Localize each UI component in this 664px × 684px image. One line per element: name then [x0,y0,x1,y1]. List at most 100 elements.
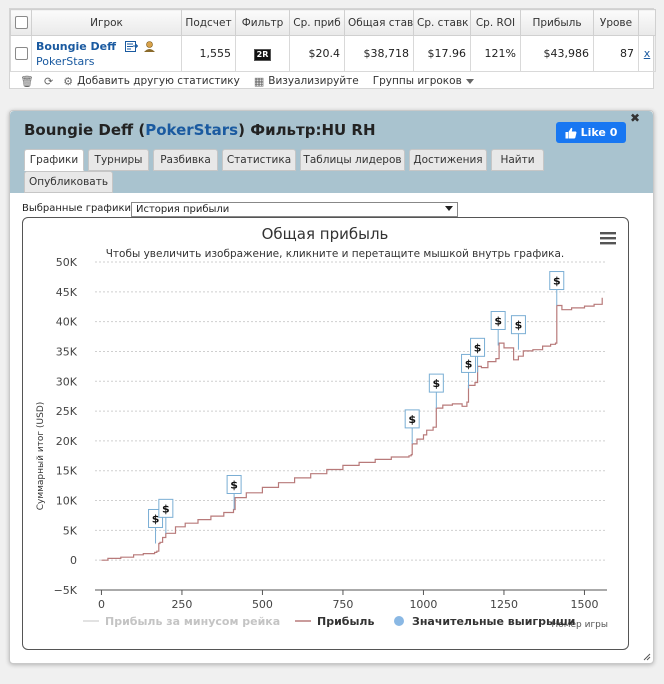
add-stats-icon: ⚙ [63,74,74,88]
chart-menu-icon[interactable] [600,232,616,245]
player-panel: Boungie Deff (PokerStars) Фильтр:HU RH L… [9,110,654,664]
select-all-checkbox[interactable] [14,16,28,29]
y-tick-label: 25K [56,405,78,418]
y-axis-label: Суммарный итог (USD) [36,402,46,511]
chart-icon: ▦ [253,74,265,88]
thumbs-up-icon [565,127,577,138]
total-stake-cell: $38,718 [344,35,414,72]
graph-select-value: История прибыли [136,204,230,215]
avg-roi-cell: 121% [470,35,521,72]
col-header-level[interactable]: Урове [593,9,639,36]
col-header-avg-stake[interactable]: Ср. ставк [413,9,471,36]
graph-select-label: Выбранные графики: [22,203,135,214]
chart-title: Общая прибыль [262,225,389,243]
player-name-link[interactable]: Boungie Deff [36,39,117,53]
tab-search[interactable]: Найти [491,149,544,171]
legend-item-net-profit[interactable]: Прибыль за минусом рейка [105,615,280,628]
visualize-button[interactable]: Визуализируйте [268,75,359,87]
refresh-icon[interactable]: ⟳ [43,74,54,88]
facebook-like-button[interactable]: Like 0 [556,122,626,143]
chevron-down-icon [445,206,453,211]
big-win-label: $ [474,341,482,354]
big-win-flag [490,310,506,330]
players-table-panel: Игрок Подсчет Фильтр Ср. приб Общая став… [9,8,656,89]
count-cell: 1,555 [181,35,236,72]
profit-chart[interactable]: Общая прибыль Чтобы увеличить изображение… [23,218,628,649]
tab-publish[interactable]: Опубликовать [24,171,113,193]
row-checkbox[interactable] [14,47,28,61]
col-header-filter[interactable]: Фильтр [235,9,290,36]
legend-item-profit[interactable]: Прибыль [317,615,374,628]
y-tick-label: 50K [56,256,78,269]
resize-handle-icon[interactable] [643,653,651,661]
y-tick-label: 20K [56,435,78,448]
col-header-avg-profit[interactable]: Ср. приб [289,9,345,36]
table-header-row: Игрок Подсчет Фильтр Ср. приб Общая став… [10,9,656,36]
legend-item-big-wins[interactable]: Значительные выигрыши [412,615,575,628]
big-win-label: $ [408,413,416,426]
panel-title-site-link[interactable]: PokerStars [145,121,239,139]
tab-leaderboards[interactable]: Таблицы лидеров [300,149,405,171]
big-win-flag [461,353,477,373]
like-label: Like 0 [580,126,618,139]
col-header-total-stake[interactable]: Общая став [344,9,414,36]
panel-title-name: Boungie Deff [24,121,134,139]
y-tick-label: 35K [56,345,78,358]
y-tick-label: 5K [63,524,78,537]
x-tick-label: 750 [332,598,353,611]
big-win-label: $ [515,319,523,332]
panel-title: Boungie Deff (PokerStars) Фильтр:HU RH [24,121,376,139]
y-tick-label: 45K [56,286,78,299]
export-icon[interactable] [124,41,138,52]
remove-player-link[interactable]: x [643,47,651,60]
chevron-down-icon [465,78,474,84]
legend-marker-big-wins [394,616,404,626]
avg-stake-cell: $17.96 [413,35,471,72]
big-win-flag [510,315,526,335]
select-all-header [10,9,32,36]
big-win-flag [158,498,174,518]
graph-select[interactable]: История прибыли [131,202,458,217]
player-groups-dropdown[interactable]: Группы игроков [373,75,474,87]
tab-breakdown[interactable]: Разбивка [153,149,218,171]
big-win-flag [226,474,242,494]
big-win-flag [470,337,486,357]
panel-title-filter: Фильтр:HU RH [250,121,376,139]
tab-achievements[interactable]: Достижения [409,149,487,171]
big-win-flag [428,373,444,393]
big-win-label: $ [152,512,160,525]
col-header-profit[interactable]: Прибыль [520,9,594,36]
x-axis-label: Номер игры [551,620,608,630]
col-header-player[interactable]: Игрок [31,9,182,36]
player-site-link[interactable]: PokerStars [36,54,95,68]
tab-tournaments[interactable]: Турниры [88,149,149,171]
profit-chart-container[interactable]: Общая прибыль Чтобы увеличить изображение… [22,217,629,650]
close-panel-icon[interactable]: ✖ [630,111,641,125]
profile-icon[interactable] [143,41,156,52]
tab-statistics[interactable]: Статистика [222,149,296,171]
profit-series-line [101,297,603,561]
y-tick-label: 15K [56,465,78,478]
avg-profit-cell: $20.4 [289,35,345,72]
y-tick-label: −5K [54,584,78,597]
panel-header: Boungie Deff (PokerStars) Фильтр:HU RH L… [10,111,653,193]
big-win-label: $ [433,377,441,390]
tab-graphs[interactable]: Графики [24,149,84,171]
x-tick-label: 1000 [409,598,437,611]
filter-badge[interactable]: 2R [253,48,272,61]
chart-subtitle: Чтобы увеличить изображение, кликните и … [106,248,565,260]
players-table: Игрок Подсчет Фильтр Ср. приб Общая став… [10,9,656,72]
table-row: Boungie Deff PokerStars 1,555 2R $20.4 $… [10,35,656,72]
big-win-flag [549,271,565,291]
x-tick-label: 500 [252,598,273,611]
trash-icon[interactable]: 🗑 [20,74,34,88]
col-header-count[interactable]: Подсчет [181,9,236,36]
col-header-remove [638,9,656,36]
big-win-label: $ [553,275,561,288]
add-stats-button[interactable]: Добавить другую статистику [77,75,240,87]
x-tick-label: 1250 [490,598,518,611]
big-win-flag [404,409,420,429]
filter-cell: 2R [235,35,290,72]
y-tick-label: 0 [70,554,77,567]
col-header-avg-roi[interactable]: Ср. ROI [470,9,521,36]
